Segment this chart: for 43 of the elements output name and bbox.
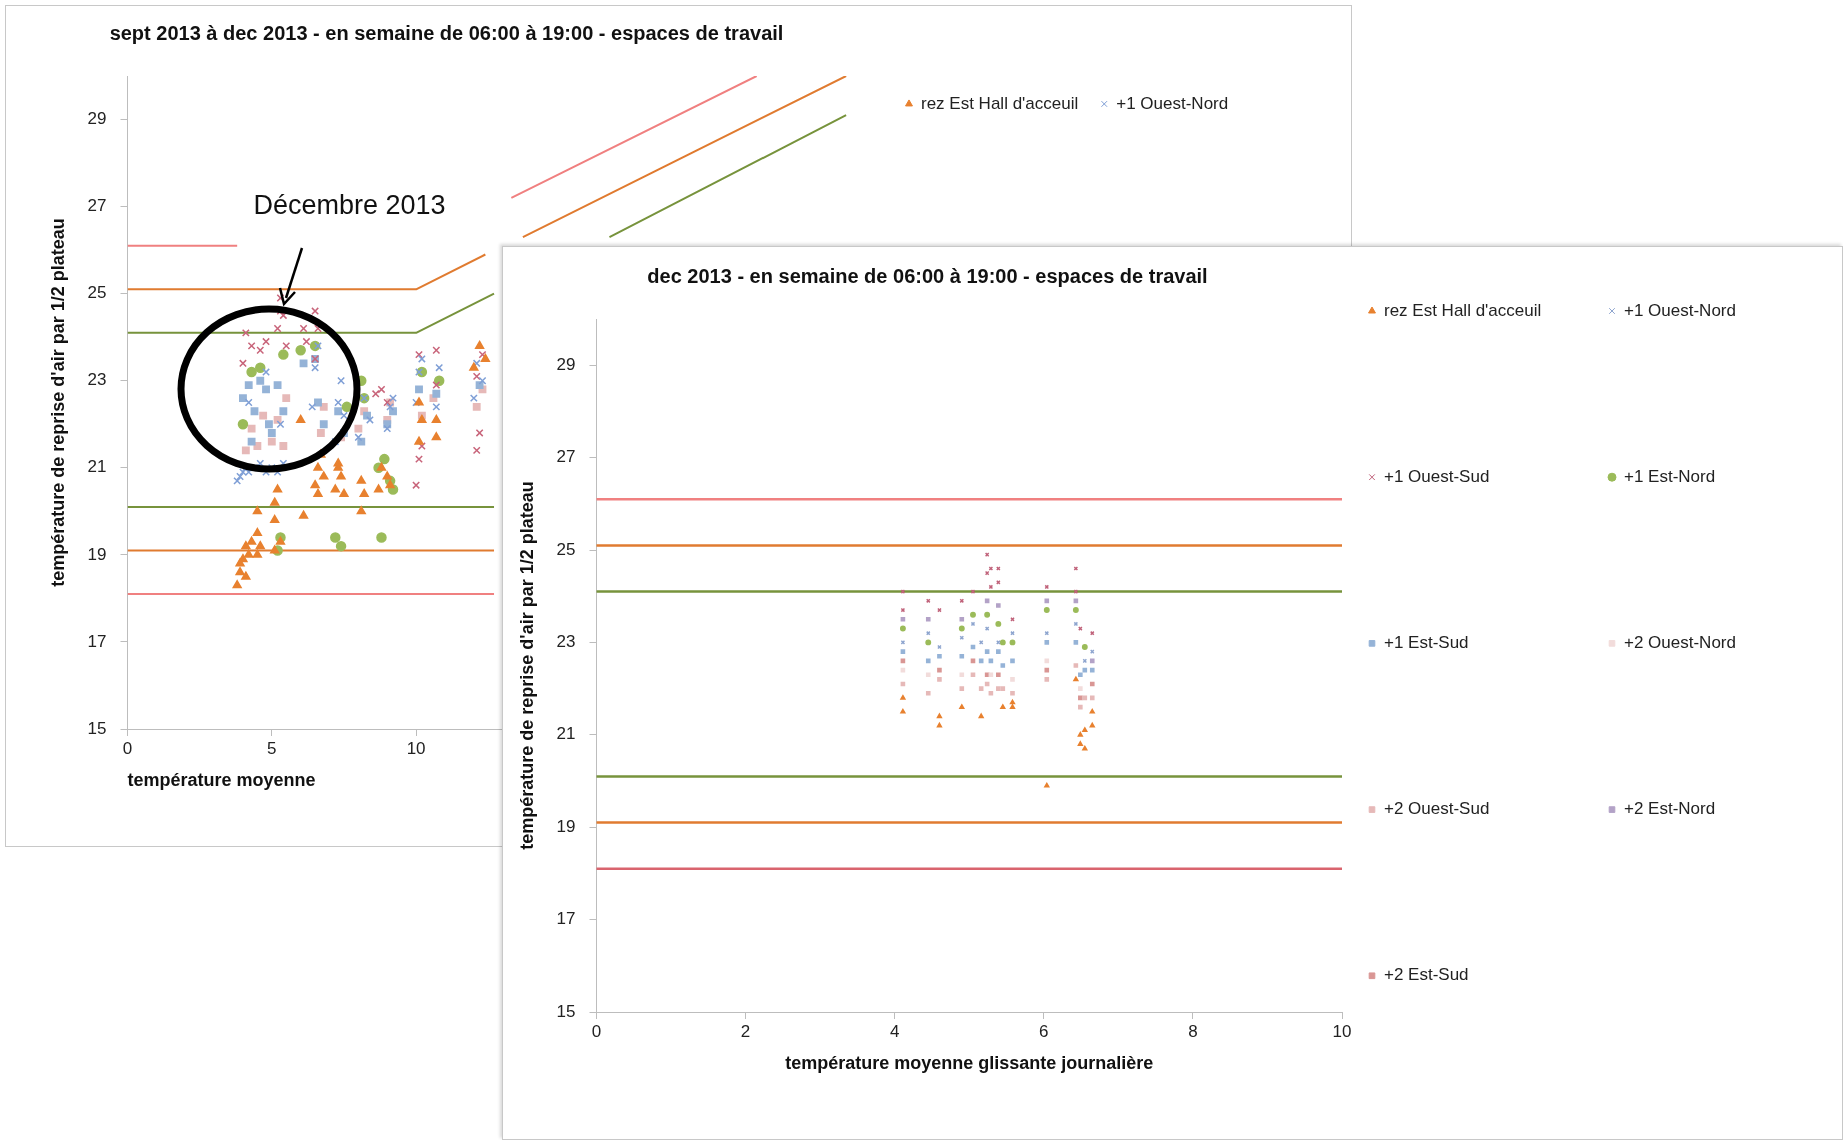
legend-label: +2 Ouest-Sud [1384,799,1490,819]
legend-label: +2 Est-Sud [1384,965,1469,985]
x-tick-label: 8 [1188,1021,1198,1041]
legend-label: +1 Est-Sud [1384,633,1469,653]
x-tick-label: 5 [267,738,277,758]
y-tick-label: 23 [556,632,576,652]
y-tick-label: 21 [87,457,107,477]
chart-title: sept 2013 à dec 2013 - en semaine de 06:00 à 19:00 - espaces de travail [109,21,784,44]
y-tick-label: 19 [556,816,576,836]
y-tick-label: 17 [87,631,107,651]
legend-label: +1 Ouest-Nord [1116,93,1229,113]
x-axis-title: température moyenne glissante journalière [785,1053,1154,1074]
legend-label: +1 Est-Nord [1624,466,1716,486]
x-tick-label: 10 [1332,1021,1352,1041]
y-tick-label: 27 [556,447,576,467]
y-axis-title: température de reprise d'air par 1/2 plateau [516,481,537,850]
y-tick-label: 17 [556,909,576,929]
x-tick-label: 0 [591,1021,602,1041]
x-tick-label: 0 [122,738,133,758]
legend-label: +2 Ouest-Nord [1624,633,1736,653]
y-tick-label: 15 [87,718,107,738]
chart-title: dec 2013 - en semaine de 06:00 à 19:00 - espaces de travail [647,264,1208,287]
y-axis-title: température de reprise d'air par 1/2 plateau [47,218,68,587]
annotation: Décembre 2013 [253,190,446,221]
y-tick-label: 21 [556,724,576,744]
y-tick-label: 27 [87,196,107,216]
y-tick-label: 29 [556,354,576,374]
legend-label: +1 Ouest-Nord [1624,300,1736,320]
y-tick-label: 25 [87,283,107,303]
x-tick-label: 2 [740,1021,751,1041]
x-tick-label: 6 [1039,1021,1049,1041]
y-tick-label: 29 [87,109,107,129]
y-tick-label: 25 [556,539,576,559]
legend-label: +2 Est-Nord [1624,799,1716,819]
x-tick-label: 4 [889,1021,900,1041]
legend-label: +1 Ouest-Sud [1384,466,1490,486]
legend-label: rez Est Hall d'acceuil [921,93,1079,113]
x-tick-label: 10 [406,738,426,758]
x-axis-title: température moyenne [127,770,316,791]
legend-label: rez Est Hall d'acceuil [1384,300,1542,320]
y-tick-label: 19 [87,544,107,564]
y-tick-label: 23 [87,370,107,390]
y-tick-label: 15 [556,1001,576,1021]
